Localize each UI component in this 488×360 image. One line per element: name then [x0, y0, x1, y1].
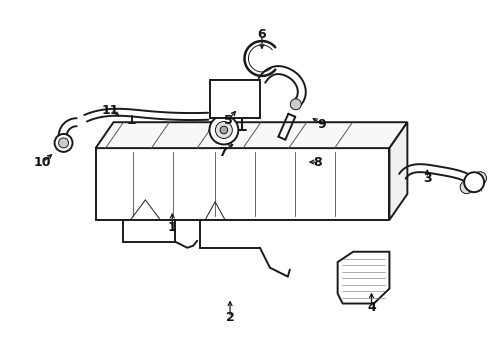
Text: 9: 9: [317, 118, 325, 131]
Text: 2: 2: [225, 311, 234, 324]
Text: 3: 3: [422, 171, 431, 185]
Text: 5: 5: [223, 114, 232, 127]
Circle shape: [290, 99, 301, 110]
Text: 4: 4: [366, 301, 375, 314]
Circle shape: [59, 138, 68, 148]
Text: 6: 6: [257, 28, 265, 41]
Text: 11: 11: [102, 104, 119, 117]
Circle shape: [55, 134, 72, 152]
Text: 10: 10: [34, 156, 51, 168]
Circle shape: [468, 175, 481, 188]
Polygon shape: [210, 80, 260, 118]
Text: 7: 7: [217, 145, 226, 159]
Circle shape: [464, 178, 477, 191]
Polygon shape: [95, 122, 407, 148]
Circle shape: [215, 122, 232, 139]
Circle shape: [209, 116, 238, 144]
Text: 8: 8: [313, 156, 322, 168]
Polygon shape: [337, 252, 388, 303]
Polygon shape: [95, 148, 388, 220]
Circle shape: [463, 172, 483, 192]
Circle shape: [473, 172, 486, 185]
Circle shape: [220, 126, 227, 134]
Text: 1: 1: [167, 221, 176, 234]
Circle shape: [459, 181, 472, 194]
Polygon shape: [388, 122, 407, 220]
